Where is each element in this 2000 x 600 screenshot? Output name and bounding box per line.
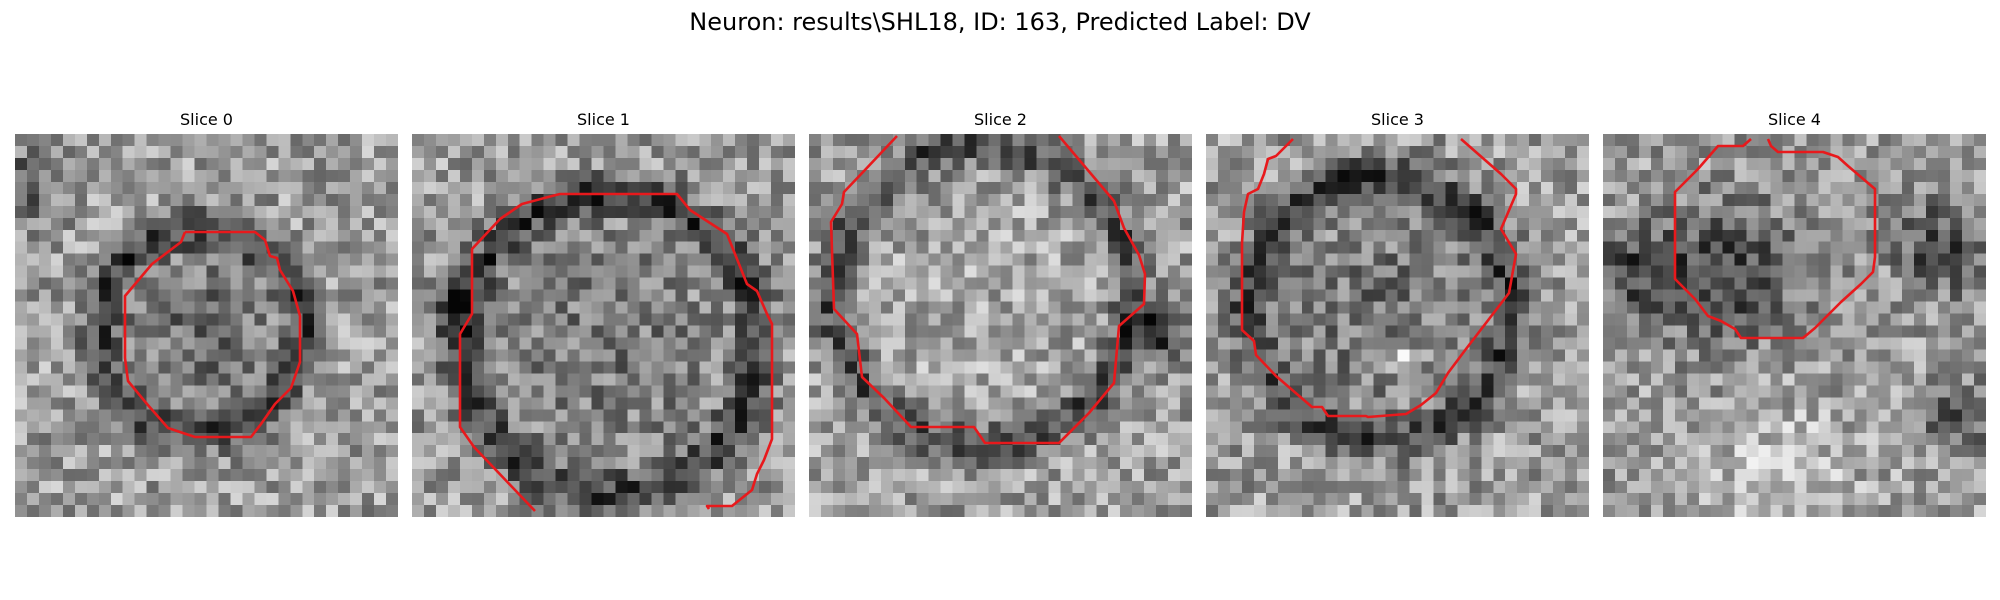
slice-3-title: Slice 3 bbox=[1371, 110, 1424, 129]
slice-1-contour bbox=[458, 192, 774, 512]
slice-3-contour bbox=[1240, 138, 1518, 419]
slice-4-micrograph bbox=[1603, 134, 1986, 517]
slice-0-image bbox=[15, 134, 398, 517]
slice-4-title: Slice 4 bbox=[1768, 110, 1821, 129]
slice-1-micrograph bbox=[412, 134, 795, 517]
slice-0-contour bbox=[123, 230, 302, 439]
figure-title: Neuron: results\SHL18, ID: 163, Predicte… bbox=[689, 8, 1311, 36]
slice-0-title: Slice 0 bbox=[180, 110, 233, 129]
slice-3-micrograph bbox=[1206, 134, 1589, 517]
slice-2-micrograph bbox=[809, 134, 1192, 517]
slice-4-contour bbox=[1673, 138, 1877, 340]
slice-0-micrograph bbox=[15, 134, 398, 517]
slice-1-title: Slice 1 bbox=[577, 110, 630, 129]
slice-2-title: Slice 2 bbox=[974, 110, 1027, 129]
slice-2-contour bbox=[829, 135, 1147, 445]
slice-1-image bbox=[412, 134, 795, 517]
slice-3-image bbox=[1206, 134, 1589, 517]
slice-4-image bbox=[1603, 134, 1986, 517]
slice-2-image bbox=[809, 134, 1192, 517]
